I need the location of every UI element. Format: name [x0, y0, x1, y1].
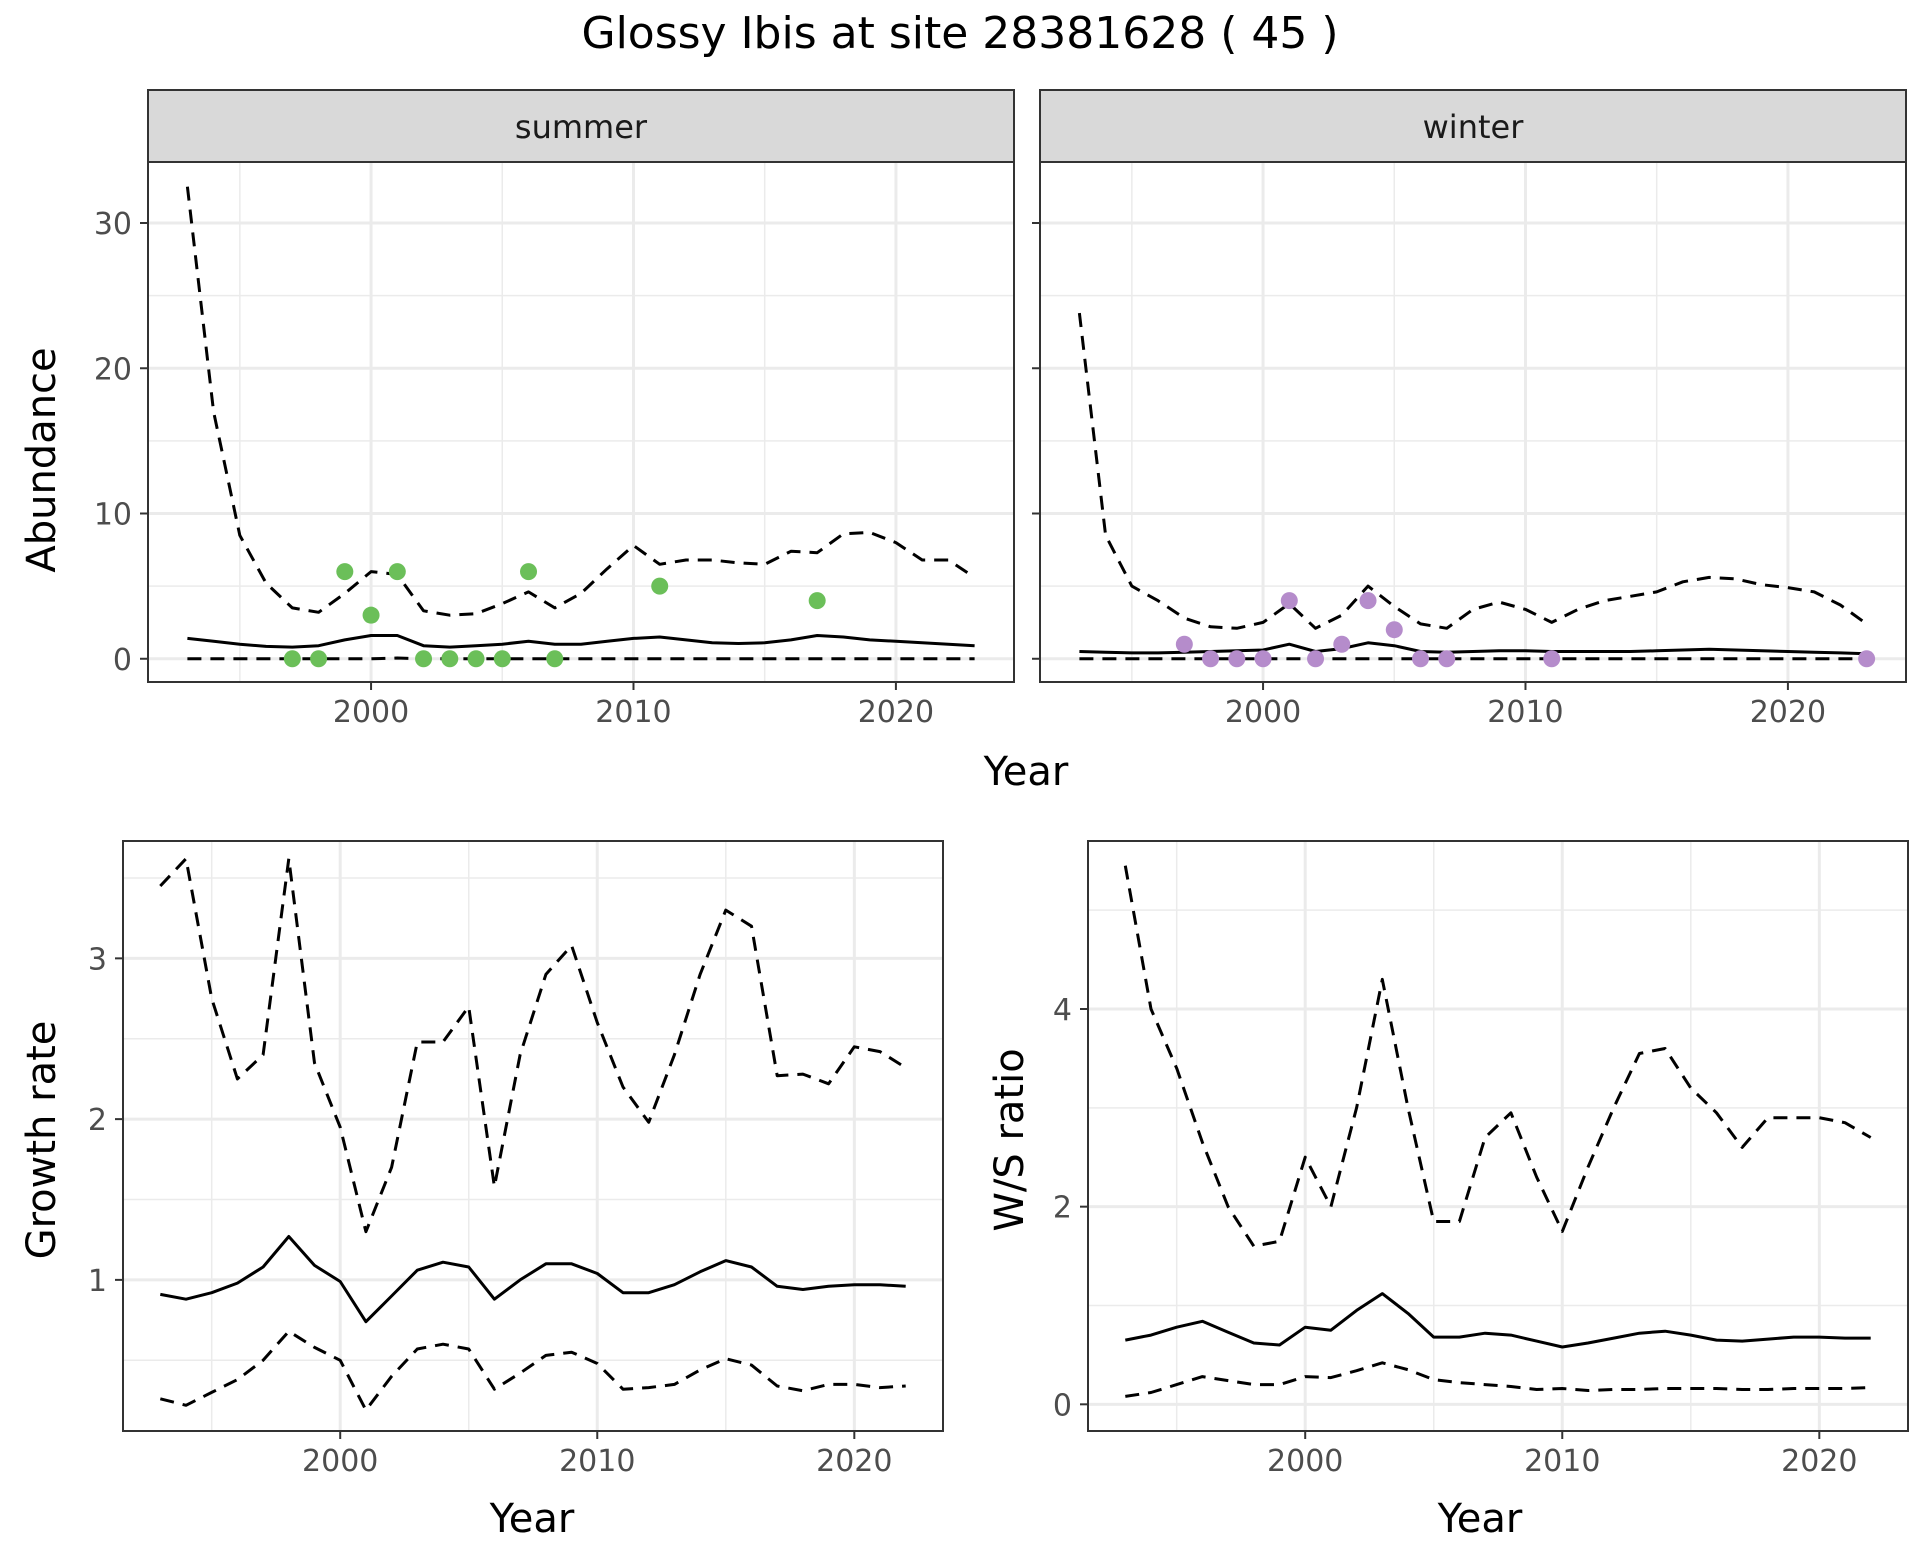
data-point: [1333, 635, 1351, 653]
data-point: [362, 606, 380, 624]
x-tick-label: 2010: [1524, 1444, 1600, 1479]
panel-summer-abundance: 2000 2010 2020 0 10 20 30: [94, 161, 1015, 730]
ratio-y-axis-title: W/S ratio: [987, 1048, 1033, 1231]
x-tick-label: 2010: [595, 695, 671, 730]
x-tick-label: 2000: [302, 1444, 378, 1479]
strip-label-winter: winter: [1423, 108, 1525, 146]
strip-summer: [147, 89, 1015, 163]
data-point: [467, 650, 485, 668]
x-tick-label: 2000: [1225, 695, 1301, 730]
series-line-upper: [185, 186, 976, 617]
y-tick-label: 0: [1053, 1388, 1072, 1423]
x-tick-label: 2010: [559, 1444, 635, 1479]
data-point: [1438, 650, 1456, 668]
data-point: [1307, 650, 1325, 668]
top-y-axis-title: Abundance: [19, 347, 65, 572]
panel-ws-ratio: 2000 2010 2020 0 2 4: [1053, 840, 1909, 1479]
data-point: [1385, 621, 1403, 639]
plot-area: [123, 841, 943, 1431]
growth-x-axis-title: Year: [489, 1496, 575, 1542]
strip-winter: [1039, 89, 1907, 163]
y-tick-label: 0: [113, 643, 132, 678]
series-line-upper: [1123, 865, 1872, 1248]
y-tick-label: 4: [1053, 993, 1072, 1028]
panel-border: [1039, 161, 1907, 683]
y-tick-label: 2: [1053, 1191, 1072, 1226]
panel-growth-rate: 2000 2010 2020 1 2 3: [88, 840, 944, 1479]
data-point: [1412, 650, 1430, 668]
plot-area: [148, 162, 1014, 682]
y-tick-label: 20: [94, 352, 132, 387]
data-point: [1543, 650, 1561, 668]
y-tick-label: 1: [88, 1264, 107, 1299]
y-tick-label: 3: [88, 942, 107, 977]
series-line-lower: [1125, 1361, 1871, 1398]
x-tick-label: 2000: [1267, 1444, 1343, 1479]
panel-border: [1087, 840, 1909, 1432]
y-tick-label: 10: [94, 498, 132, 533]
data-point: [1359, 592, 1377, 610]
data-point: [546, 650, 564, 668]
x-tick-label: 2020: [1781, 1444, 1857, 1479]
data-point: [415, 650, 433, 668]
strip-label-summer: summer: [515, 108, 648, 146]
panel-border: [147, 161, 1015, 683]
data-point: [651, 577, 669, 595]
x-tick-label: 2020: [858, 695, 934, 730]
panel-border: [122, 840, 944, 1432]
plot-area: [1040, 162, 1906, 682]
data-point: [1175, 635, 1193, 653]
data-point: [1202, 650, 1220, 668]
series-line-estimate: [1125, 1292, 1871, 1349]
data-point: [808, 592, 826, 610]
series-line-estimate: [187, 634, 975, 649]
data-point: [283, 650, 301, 668]
x-tick-label: 2010: [1487, 695, 1563, 730]
data-point: [1858, 650, 1876, 668]
data-point: [1228, 650, 1246, 668]
series-line-lower: [159, 1329, 906, 1412]
data-point: [1280, 592, 1298, 610]
plot-area: [1088, 841, 1908, 1431]
top-x-axis-title: Year: [983, 749, 1069, 795]
x-tick-label: 2000: [333, 695, 409, 730]
y-tick-label: 2: [88, 1103, 107, 1138]
ratio-x-axis-title: Year: [1437, 1496, 1523, 1542]
data-point: [336, 563, 354, 581]
data-point: [441, 650, 459, 668]
series-line-estimate: [160, 1235, 906, 1324]
series-line-upper: [1077, 312, 1868, 630]
data-point: [493, 650, 511, 668]
y-tick-label: 30: [94, 207, 132, 242]
panel-winter-abundance: 2000 2010 2020: [1032, 161, 1907, 730]
x-tick-label: 2020: [1750, 695, 1826, 730]
data-point: [310, 650, 328, 668]
series-line-upper: [159, 857, 907, 1234]
x-tick-label: 2020: [816, 1444, 892, 1479]
chart-title: Glossy Ibis at site 28381628 ( 45 ): [581, 8, 1338, 59]
data-point: [520, 563, 538, 581]
series-line-lower: [187, 656, 975, 661]
growth-y-axis-title: Growth rate: [19, 1021, 65, 1260]
data-point: [1254, 650, 1272, 668]
data-point: [388, 563, 406, 581]
